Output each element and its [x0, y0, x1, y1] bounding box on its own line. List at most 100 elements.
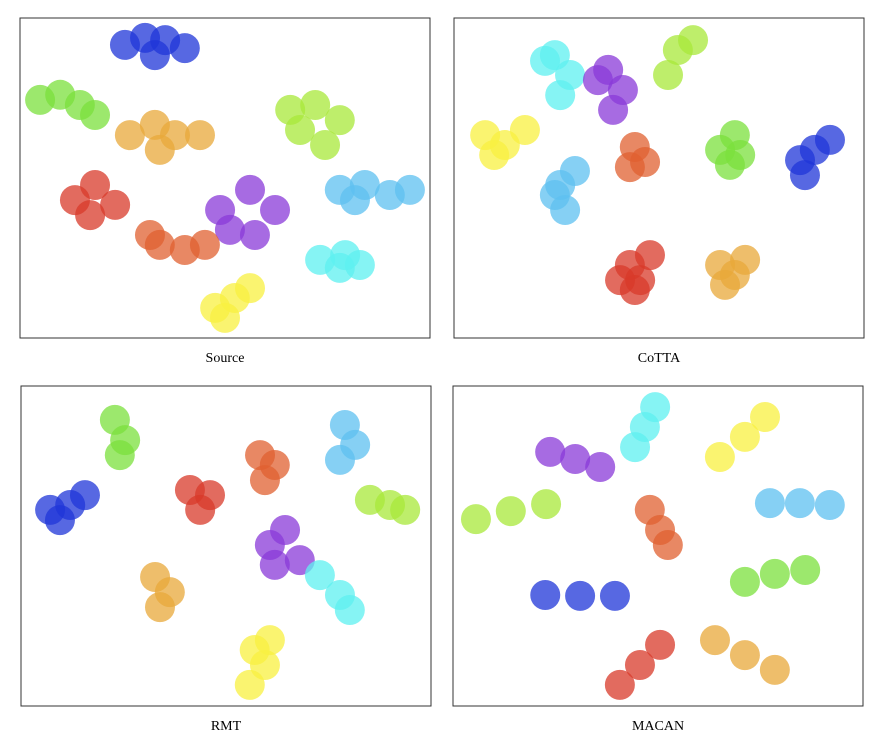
point-cluster: [699, 625, 730, 656]
point-cluster: [260, 195, 291, 225]
point-cluster: [605, 265, 636, 296]
point-cluster: [790, 555, 821, 585]
point-cluster: [69, 480, 100, 511]
point-cluster: [324, 105, 355, 136]
point-cluster: [80, 170, 111, 201]
cluster: [539, 155, 590, 225]
panel-caption: MACAN: [632, 719, 684, 734]
point-cluster: [730, 244, 761, 275]
cluster: [200, 273, 266, 333]
point-cluster: [614, 152, 645, 183]
point-cluster: [234, 669, 265, 700]
cluster: [705, 244, 761, 300]
point-cluster: [545, 80, 576, 111]
point-cluster: [754, 488, 785, 519]
cluster: [704, 402, 781, 473]
cluster: [354, 484, 421, 525]
cluster: [754, 488, 845, 521]
cluster: [205, 174, 291, 250]
point-cluster: [624, 650, 655, 681]
cluster: [174, 475, 226, 525]
point-cluster: [324, 444, 355, 475]
cluster: [35, 480, 100, 536]
cluster: [114, 109, 215, 165]
point-cluster: [710, 269, 741, 300]
point-cluster: [539, 179, 570, 210]
panel-caption: Source: [206, 351, 245, 366]
point-cluster: [759, 654, 790, 685]
cluster: [470, 115, 540, 170]
point-cluster: [750, 402, 781, 433]
cluster: [604, 629, 676, 700]
cluster: [530, 579, 630, 611]
point-cluster: [254, 625, 285, 656]
cluster: [245, 440, 290, 496]
point-cluster: [310, 130, 341, 161]
point-cluster: [214, 214, 245, 245]
cluster: [140, 562, 185, 623]
point-cluster: [565, 580, 596, 611]
cluster: [134, 219, 220, 265]
cluster: [254, 515, 315, 580]
point-cluster: [235, 273, 266, 304]
point-cluster: [270, 515, 301, 545]
point-cluster: [559, 155, 590, 186]
point-cluster: [530, 45, 561, 76]
point-cluster: [390, 494, 421, 525]
point-cluster: [634, 240, 665, 271]
point-cluster: [729, 566, 760, 597]
point-cluster: [330, 240, 361, 271]
point-cluster: [80, 99, 111, 130]
point-cluster: [653, 59, 684, 90]
cluster: [785, 124, 845, 191]
cluster: [705, 120, 756, 180]
cluster: [620, 392, 671, 463]
cluster: [305, 240, 375, 283]
point-cluster: [185, 494, 216, 525]
point-cluster: [560, 443, 591, 474]
point-cluster: [509, 115, 540, 145]
cluster: [99, 404, 141, 471]
point-cluster: [705, 134, 736, 165]
point-cluster: [599, 580, 630, 611]
panel-caption: CoTTA: [638, 351, 681, 366]
point-cluster: [144, 592, 175, 623]
point-cluster: [460, 504, 491, 535]
cluster: [109, 22, 200, 71]
point-cluster: [645, 629, 676, 660]
panel-frame: [20, 385, 432, 707]
cluster: [234, 625, 285, 700]
point-cluster: [759, 558, 790, 589]
point-cluster: [235, 174, 266, 205]
point-cluster: [640, 392, 671, 423]
point-cluster: [75, 200, 106, 231]
point-cluster: [339, 185, 370, 216]
cluster: [614, 131, 661, 183]
point-cluster: [530, 579, 561, 610]
point-cluster: [598, 94, 629, 125]
point-cluster: [144, 134, 175, 165]
point-cluster: [249, 465, 280, 496]
point-cluster: [334, 595, 365, 625]
cluster: [699, 625, 790, 685]
point-cluster: [531, 489, 562, 520]
point-cluster: [259, 549, 290, 580]
point-cluster: [784, 488, 815, 519]
cluster: [653, 25, 709, 90]
point-cluster: [814, 124, 845, 155]
point-cluster: [704, 442, 735, 473]
point-cluster: [814, 490, 845, 521]
point-cluster: [535, 436, 566, 467]
cluster: [530, 40, 586, 111]
point-cluster: [114, 120, 145, 151]
point-cluster: [44, 505, 75, 536]
cluster: [25, 79, 111, 130]
point-cluster: [582, 65, 613, 96]
panel-caption: RMT: [211, 719, 242, 734]
cluster: [605, 240, 665, 305]
point-cluster: [239, 219, 270, 250]
point-cluster: [479, 139, 510, 170]
cluster: [324, 410, 371, 475]
cluster: [634, 494, 683, 561]
point-cluster: [729, 421, 760, 452]
